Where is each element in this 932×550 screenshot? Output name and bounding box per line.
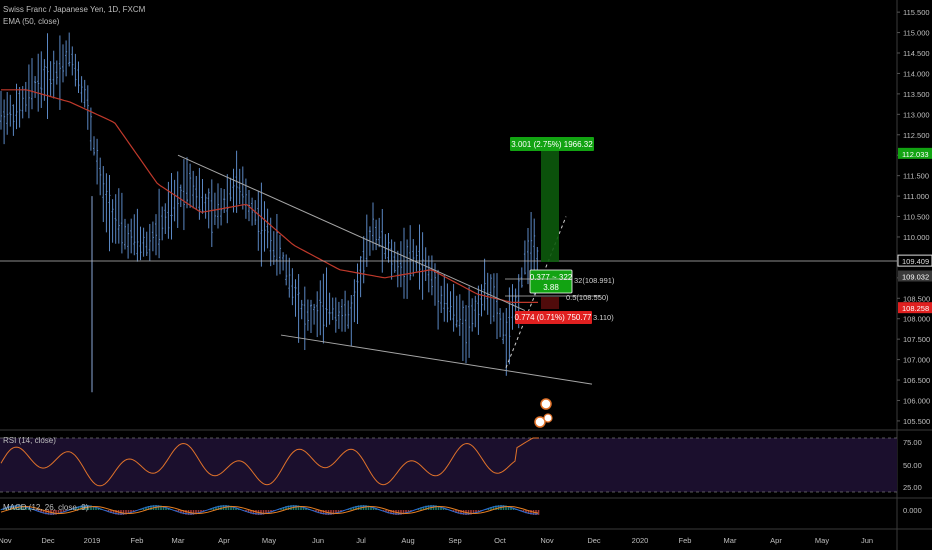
ema-group xyxy=(1,89,538,303)
stop-label-box xyxy=(515,311,592,324)
x-tick-label: May xyxy=(262,536,276,545)
y-tick-label: 107.500 xyxy=(903,335,930,344)
x-tick-label: Aug xyxy=(401,536,414,545)
y-tick-label: 115.500 xyxy=(903,8,930,17)
x-tick-label: 2019 xyxy=(84,536,101,545)
event-icon[interactable] xyxy=(543,413,553,423)
fib-level-mid: 32(108.991) xyxy=(574,276,615,285)
x-tick-label: 2020 xyxy=(632,536,649,545)
x-tick-label: Dec xyxy=(587,536,601,545)
macd-signal-line[interactable] xyxy=(0,505,539,515)
price-tag-label-current: 109.409 xyxy=(902,257,929,266)
price-tag-label-dark: 109.032 xyxy=(902,273,929,282)
x-tick-label: Mar xyxy=(724,536,737,545)
trendline-lower[interactable] xyxy=(280,334,593,385)
y-tick-label: 113.500 xyxy=(903,90,930,99)
target-label-box xyxy=(510,137,594,151)
rsi-group xyxy=(0,437,539,487)
price-tag-green[interactable] xyxy=(898,147,932,159)
candles-group xyxy=(0,32,539,393)
x-tick-label: Dec xyxy=(41,536,55,545)
y-tick-label: 108.500 xyxy=(903,294,930,303)
x-tick-label: Feb xyxy=(679,536,692,545)
y-tick-label: 114.000 xyxy=(903,69,930,78)
x-tick-label: May xyxy=(815,536,829,545)
fib-level-half: 0.5(108.550) xyxy=(566,293,609,302)
y-tick-label: 106.000 xyxy=(903,396,930,405)
rsi-legend[interactable]: RSI (14, close) xyxy=(3,436,56,445)
x-tick-label: Apr xyxy=(770,536,782,545)
y-tick-label: 114.500 xyxy=(903,49,930,58)
price-tag-dark[interactable] xyxy=(898,270,932,282)
fib-level-low: 3.110) xyxy=(593,313,614,322)
macd-tick-label: 0.000 xyxy=(903,506,922,515)
price-axis[interactable]: 115.500 115.000 114.500 114.000 113.500 113.0… xyxy=(897,8,932,515)
rsi-tick-label: 50.00 xyxy=(903,461,922,470)
target-zone[interactable] xyxy=(541,150,559,262)
y-tick-label: 107.000 xyxy=(903,356,930,365)
macd-line[interactable] xyxy=(0,505,539,515)
y-tick-label: 112.500 xyxy=(903,131,930,140)
y-tick-label: 106.500 xyxy=(903,376,930,385)
rsi-tick-label: 75.00 xyxy=(903,438,922,447)
entry-label-line2: 3.88 xyxy=(543,283,559,292)
entry-label-line1: 0.377 ~ 322 xyxy=(530,273,573,282)
event-icon[interactable] xyxy=(540,398,552,410)
x-tick-label: Nov xyxy=(540,536,554,545)
event-icon[interactable] xyxy=(534,416,546,428)
ema-line[interactable] xyxy=(1,89,538,303)
y-tick-label: 115.000 xyxy=(903,29,930,38)
drawing-lines[interactable] xyxy=(177,154,593,385)
macd-group xyxy=(0,505,540,515)
x-tick-label: Jun xyxy=(861,536,873,545)
x-tick-label: Mar xyxy=(172,536,185,545)
target-label: 3.001 (2.75%) 1966.32 xyxy=(511,140,593,149)
y-tick-label: 111.500 xyxy=(903,172,929,181)
price-tag-label-green: 112.033 xyxy=(902,150,929,159)
x-tick-label: Jun xyxy=(312,536,324,545)
stop-zone[interactable] xyxy=(541,297,559,309)
x-tick-label: Oct xyxy=(494,536,507,545)
price-tag-red[interactable] xyxy=(898,302,932,314)
macd-legend[interactable]: MACD (12, 26, close, 9) xyxy=(3,503,89,512)
y-tick-label: 111.000 xyxy=(903,192,929,201)
time-axis[interactable]: Nov Dec 2019 Feb Mar Apr May Jun Jul Aug Sep Oct Nov… xyxy=(0,536,873,545)
x-tick-label: Sep xyxy=(448,536,461,545)
symbol-title[interactable]: Swiss Franc / Japanese Yen, 1D, FXCM xyxy=(3,5,146,14)
rsi-line[interactable] xyxy=(0,437,539,487)
y-tick-label: 110.500 xyxy=(903,213,930,222)
y-tick-label: 108.000 xyxy=(903,315,930,324)
x-tick-label: Apr xyxy=(218,536,230,545)
x-tick-label: Feb xyxy=(131,536,144,545)
y-tick-label: 113.000 xyxy=(903,110,930,119)
rsi-tick-label: 25.00 xyxy=(903,483,922,492)
price-tag-label-red: 108.258 xyxy=(902,304,929,313)
ema-legend[interactable]: EMA (50, close) xyxy=(3,17,60,26)
x-tick-label: Nov xyxy=(0,536,12,545)
entry-label-box xyxy=(529,269,573,294)
price-tag-current[interactable] xyxy=(897,254,932,267)
y-tick-label: 110.000 xyxy=(903,233,930,242)
y-tick-label: 105.500 xyxy=(903,417,930,426)
stop-label: 0.774 (0.71%) 750.77 xyxy=(515,313,592,322)
x-tick-label: Jul xyxy=(356,536,366,545)
trendline-upper[interactable] xyxy=(177,154,526,311)
